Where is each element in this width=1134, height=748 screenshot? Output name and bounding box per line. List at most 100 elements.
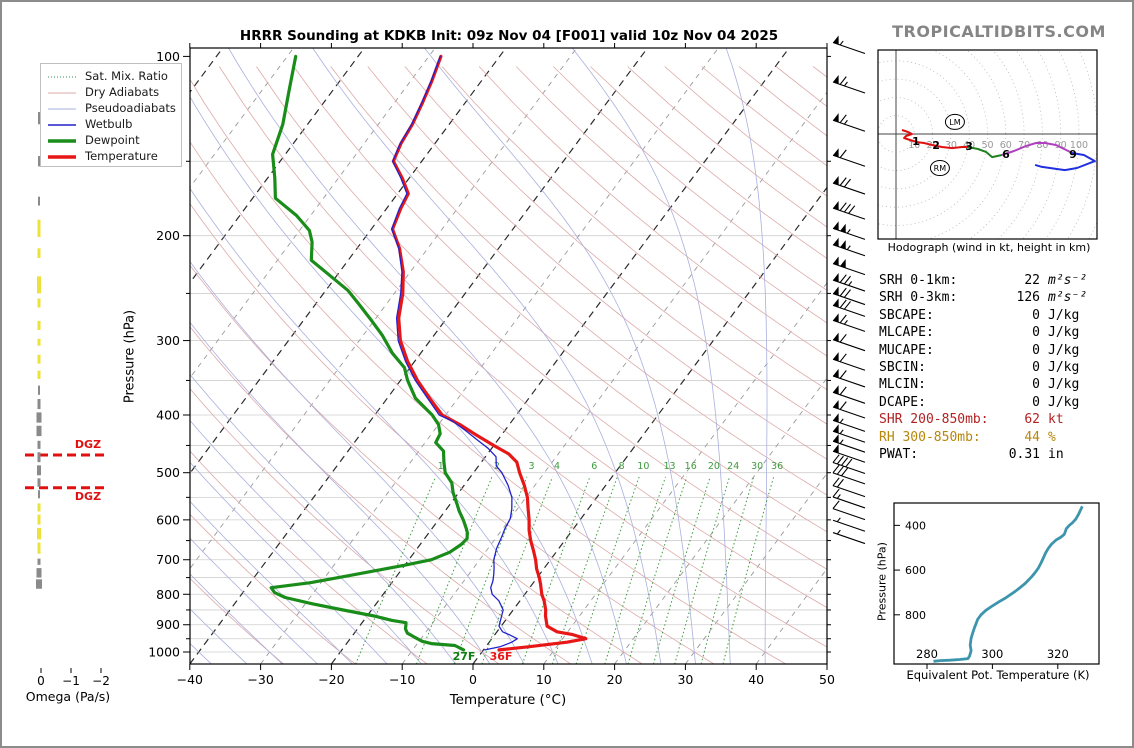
omega-axis-label: Omega (Pa/s) [25,689,111,704]
stat-unit: J/kg [1048,359,1080,375]
storm-motion-label: RM [934,164,947,173]
dgz-lower-label: DGZ [74,490,102,503]
wind-barb [832,35,866,55]
stat-row: SRH 0-1km: 22 m²s⁻² [879,273,1129,290]
pseudoadiabat-line [190,373,457,664]
dry-adiabat-line [404,66,827,425]
surface-dewpoint-value: 27F [452,650,476,663]
dry-adiabat-line [218,66,827,609]
stat-unit: % [1048,429,1056,445]
legend-line-sample [47,147,77,166]
mixing-ratio-line [481,476,553,664]
legend-item-label: Wetbulb [85,117,133,131]
legend-line-sample [47,131,77,150]
legend-line-sample [47,83,77,102]
wind-barb [832,434,866,453]
temperature-tick-label: −10 [389,672,415,687]
legend: Sat. Mix. Ratio Dry Adiabats Pseudoadiabat… [40,63,182,167]
dry-adiabat-line [330,66,827,496]
mixing-ratio-line [722,476,775,664]
legend-item: Wetbulb [41,116,181,132]
stat-unit: J/kg [1048,377,1080,393]
mixing-ratio-line [627,476,688,664]
stat-label: SHR 200-850mb: [879,412,989,428]
wind-barb [832,500,866,521]
theta-e-temp-tick-label: 320 [1047,647,1069,661]
surface-temperature-value: 36F [489,650,513,663]
stat-unit: kt [1048,412,1064,428]
isotherm-line [401,91,827,664]
temperature-tick-label: 10 [536,672,552,687]
wind-barb [832,221,866,240]
wind-barb [832,298,866,317]
pseudoadiabat-line [190,608,248,664]
hodograph-trace-0-3km [901,129,968,150]
mixing-ratio-line [355,476,437,664]
hodograph-trace-9-12km [1034,152,1096,172]
dry-adiabat-line [478,66,827,357]
wind-barb [832,529,866,545]
pressure-tick-label: 800 [156,587,180,602]
stat-value: 0 [1032,359,1040,375]
stat-unit: m²s⁻² [1048,273,1088,288]
hodograph-ring-label: 90 [1055,140,1067,151]
storm-motion-marker [929,160,950,177]
dry-adiabat-line [190,264,643,664]
stat-label: PWAT: [879,446,919,462]
isotherm-line [190,48,507,475]
temperature-tick-label: 40 [748,672,764,687]
pressure-tick-label: 300 [156,333,180,348]
mixing-ratio-line [521,476,591,664]
dewpoint-trace [269,54,469,652]
mixing-ratio-label: 20 [708,461,720,472]
theta-e-frame [893,502,1100,665]
hodograph-ring-label: 30 [945,140,957,151]
dry-adiabat-line [367,66,827,460]
legend-item: Pseudoadiabats [41,100,181,116]
pressure-tick-label: 600 [156,512,180,527]
mixing-ratio-label: 8 [619,461,625,472]
wind-barb [832,399,866,419]
mixing-ratio-label: 16 [685,461,697,472]
temperature-tick-label: 20 [607,672,623,687]
stat-row: PWAT: 0.31 in [879,447,1129,464]
pseudoadiabat-line [312,48,662,664]
isotherm-line [190,48,578,570]
stat-label: MLCAPE: [879,325,934,341]
mixing-ratio-line [604,476,666,664]
wetbulb-trace [391,55,518,651]
stat-value: 126 [1016,290,1040,306]
mixing-ratio-label: 36 [771,461,783,472]
theta-e-temp-tick-label: 300 [981,647,1003,661]
pressure-tick-label: 1000 [148,645,180,660]
stat-label: SBCIN: [879,359,926,375]
mixing-ratio-label: 1 [438,461,444,472]
wind-barb [832,444,866,463]
pressure-tick-label: 200 [156,228,180,243]
pressure-axis-label: Pressure (hPa) [122,309,138,404]
stat-row: DCAPE: 0 J/kg [879,395,1129,412]
stat-label: RH 300-850mb: [879,429,981,445]
mixing-ratio-label: 4 [554,461,560,472]
mixing-ratio-label: 3 [529,461,535,472]
page-title: HRRR Sounding at KDKB Init: 09z Nov 04 [… [239,28,779,44]
mixing-ratio-line [415,476,493,664]
hodograph-ring-label: 10 [908,140,920,151]
wind-barb [832,413,866,432]
legend-item-label: Temperature [85,149,158,163]
dry-adiabat-line [190,202,715,664]
stat-row: SBCIN: 0 J/kg [879,360,1129,377]
pseudoadiabat-line [190,260,525,664]
hodograph-ring-label: 80 [1036,140,1048,151]
wind-barb [832,424,866,443]
stat-row: MLCAPE: 0 J/kg [879,325,1129,342]
wind-barb [832,175,866,195]
pseudoadiabat-line [571,48,731,664]
wind-barb [832,201,866,220]
pseudoadiabat-line [190,96,593,664]
mixing-ratio-line [575,476,640,664]
theta-e-pressure-tick-label: 600 [905,564,926,577]
wind-barb [832,332,866,352]
